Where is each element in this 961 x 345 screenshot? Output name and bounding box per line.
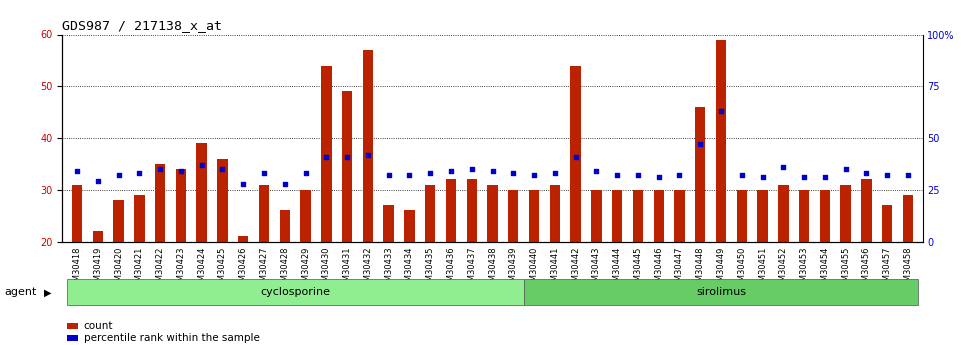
Bar	[653, 190, 664, 242]
Bar	[342, 91, 353, 242]
Bar	[196, 143, 207, 241]
Point	[672, 172, 687, 178]
Point	[713, 108, 728, 114]
Text: percentile rank within the sample: percentile rank within the sample	[84, 333, 259, 343]
Bar	[841, 185, 850, 242]
Bar	[446, 179, 456, 242]
Point	[609, 172, 625, 178]
Point	[132, 170, 147, 176]
Bar	[301, 190, 310, 242]
Bar	[902, 195, 913, 242]
Bar	[92, 231, 103, 241]
Point	[194, 162, 209, 168]
Bar	[757, 190, 768, 242]
Bar	[362, 50, 373, 241]
Point	[319, 154, 334, 159]
Bar	[405, 210, 414, 241]
Bar	[280, 210, 290, 241]
Bar	[861, 179, 872, 242]
Point	[630, 172, 646, 178]
Point	[173, 168, 188, 174]
Bar	[550, 185, 560, 242]
Point	[69, 168, 85, 174]
Bar	[176, 169, 186, 241]
Point	[755, 175, 771, 180]
Bar	[238, 236, 248, 241]
Bar	[217, 159, 228, 242]
Bar	[737, 190, 747, 242]
Bar	[778, 185, 789, 242]
Bar	[571, 66, 580, 242]
Bar	[113, 200, 124, 242]
Point	[776, 164, 791, 170]
Point	[381, 172, 396, 178]
Bar	[155, 164, 165, 242]
Bar	[259, 185, 269, 242]
Point	[339, 154, 355, 159]
Point	[527, 172, 542, 178]
Point	[859, 170, 875, 176]
Point	[817, 175, 832, 180]
Bar	[72, 185, 83, 242]
Bar	[135, 195, 144, 242]
Point	[257, 170, 272, 176]
Point	[464, 166, 480, 172]
Bar	[383, 205, 394, 241]
Point	[900, 172, 916, 178]
Bar	[716, 40, 727, 242]
Point	[568, 154, 583, 159]
Point	[90, 179, 106, 184]
Point	[111, 172, 126, 178]
Point	[402, 172, 417, 178]
Text: ▶: ▶	[44, 287, 52, 297]
Point	[505, 170, 521, 176]
Point	[423, 170, 438, 176]
Text: GDS987 / 217138_x_at: GDS987 / 217138_x_at	[62, 19, 222, 32]
Text: agent: agent	[5, 287, 37, 297]
Point	[651, 175, 666, 180]
Bar	[508, 190, 519, 242]
Bar	[321, 66, 332, 242]
Bar	[675, 190, 684, 242]
Point	[485, 168, 501, 174]
Point	[589, 168, 604, 174]
Point	[693, 141, 708, 147]
Point	[214, 166, 230, 172]
Point	[360, 152, 376, 157]
Point	[443, 168, 458, 174]
Bar	[820, 190, 830, 242]
Point	[277, 181, 292, 186]
Bar	[799, 190, 809, 242]
Point	[838, 166, 853, 172]
Point	[547, 170, 562, 176]
Text: cyclosporine: cyclosporine	[260, 287, 331, 297]
Bar	[591, 190, 602, 242]
Bar	[612, 190, 623, 242]
Bar	[529, 190, 539, 242]
Point	[879, 172, 895, 178]
Bar	[695, 107, 705, 242]
Point	[797, 175, 812, 180]
Text: sirolimus: sirolimus	[696, 287, 746, 297]
Bar	[632, 190, 643, 242]
Bar	[882, 205, 893, 241]
Point	[235, 181, 251, 186]
Bar	[487, 185, 498, 242]
Point	[153, 166, 168, 172]
Bar	[466, 179, 477, 242]
Point	[298, 170, 313, 176]
Point	[734, 172, 750, 178]
Text: count: count	[84, 321, 113, 331]
Bar	[425, 185, 435, 242]
